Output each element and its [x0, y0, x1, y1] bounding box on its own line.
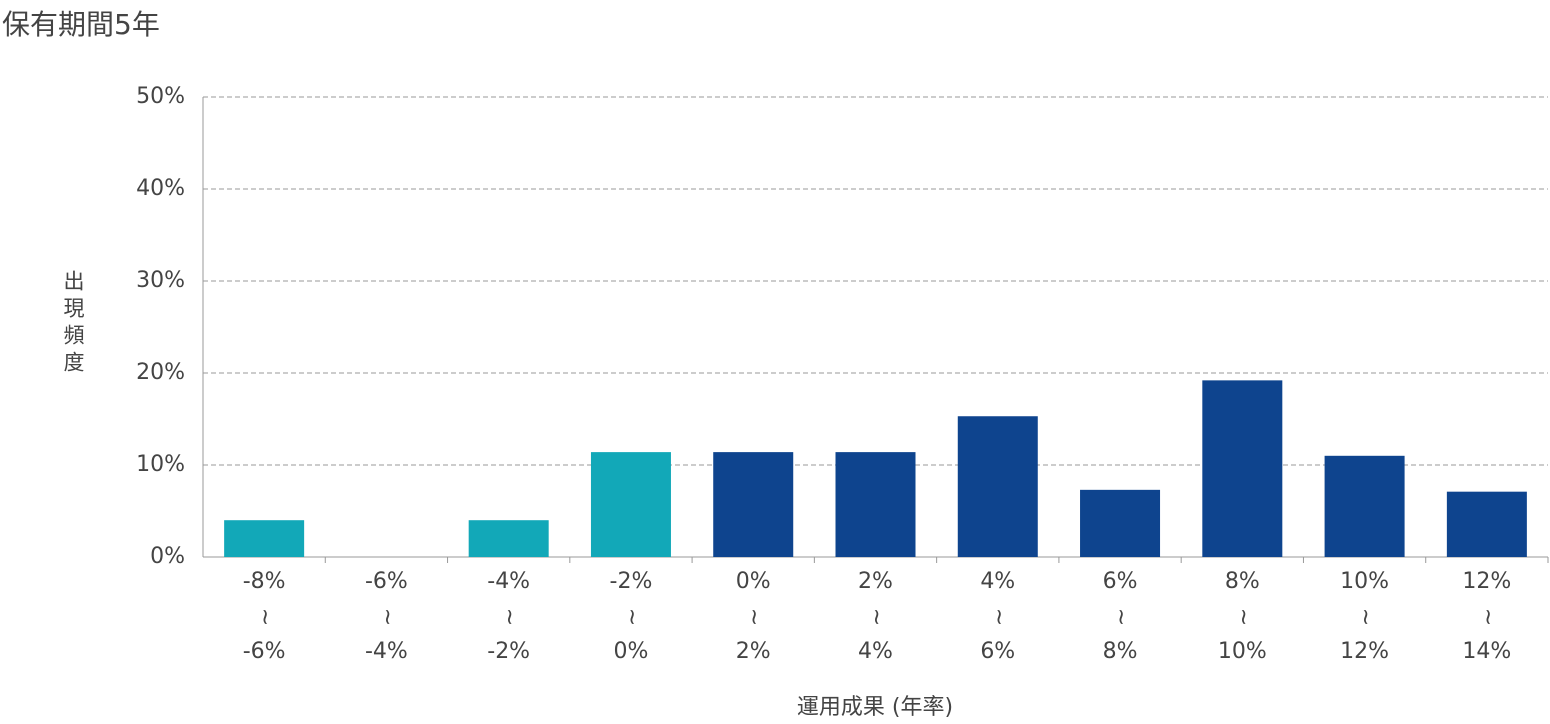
- x-tick-label: 4%: [980, 569, 1015, 594]
- x-axis-label: 運用成果 (年率): [797, 695, 953, 720]
- x-tick-label: 12%: [1462, 569, 1511, 594]
- x-tick-label: -2%: [610, 569, 653, 594]
- x-tick-label: 4%: [858, 639, 893, 664]
- x-tick-label: 14%: [1462, 639, 1511, 664]
- bar: [1080, 489, 1161, 557]
- x-tick-label: -4%: [365, 639, 408, 664]
- bar: [224, 520, 305, 557]
- range-separator: ~: [619, 608, 644, 626]
- bar: [957, 416, 1038, 557]
- range-separator: ~: [252, 608, 277, 626]
- x-tick-label: 10%: [1340, 569, 1389, 594]
- range-separator: ~: [741, 608, 766, 626]
- range-separator: ~: [374, 608, 399, 626]
- range-separator: ~: [1108, 608, 1133, 626]
- x-tick-label: 0%: [736, 569, 771, 594]
- bar: [835, 452, 916, 557]
- bar: [1446, 491, 1527, 557]
- y-tick-label: 0%: [150, 544, 185, 569]
- y-tick-label: 40%: [136, 176, 185, 201]
- x-tick-label: 8%: [1103, 639, 1138, 664]
- bar: [1324, 455, 1405, 557]
- range-separator: ~: [1475, 608, 1500, 626]
- range-separator: ~: [864, 608, 889, 626]
- x-tick-label: 2%: [736, 639, 771, 664]
- x-tick-label: 10%: [1218, 639, 1267, 664]
- x-tick-label: -4%: [487, 569, 530, 594]
- chart-title: 保有期間5年: [2, 8, 160, 41]
- x-tick-label: -6%: [365, 569, 408, 594]
- x-tick-label: 6%: [980, 639, 1015, 664]
- y-tick-label: 20%: [136, 360, 185, 385]
- range-separator: ~: [497, 608, 522, 626]
- x-tick-label: -2%: [487, 639, 530, 664]
- x-tick-label: 12%: [1340, 639, 1389, 664]
- bar: [468, 520, 549, 557]
- x-tick-label: 8%: [1225, 569, 1260, 594]
- x-tick-label: 0%: [614, 639, 649, 664]
- range-separator: ~: [986, 608, 1011, 626]
- bar: [590, 452, 671, 557]
- y-tick-label: 10%: [136, 452, 185, 477]
- y-axis-label: 出現頻度: [61, 270, 85, 378]
- range-separator: ~: [1353, 608, 1378, 626]
- bar: [713, 452, 794, 557]
- x-tick-label: 2%: [858, 569, 893, 594]
- y-tick-label: 50%: [136, 84, 185, 109]
- x-tick-label: -6%: [243, 639, 286, 664]
- x-tick-label: -8%: [243, 569, 286, 594]
- y-tick-label: 30%: [136, 268, 185, 293]
- bar: [1202, 380, 1283, 557]
- range-separator: ~: [1230, 608, 1255, 626]
- x-tick-label: 6%: [1103, 569, 1138, 594]
